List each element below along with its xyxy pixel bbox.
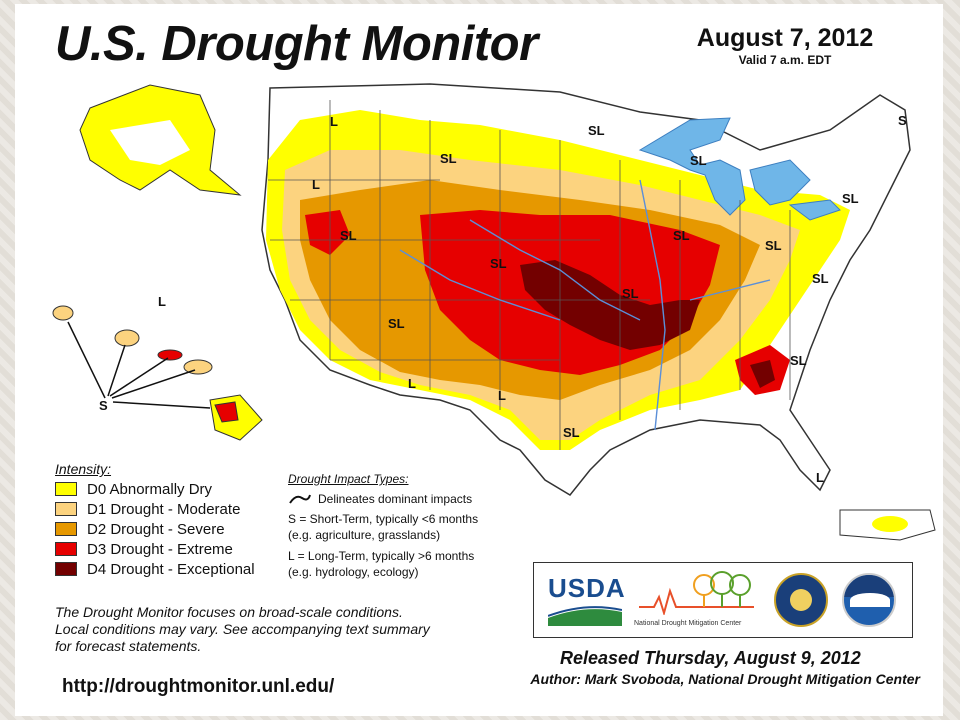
label-sl: SL bbox=[812, 271, 829, 286]
map-date: August 7, 2012 bbox=[696, 24, 874, 52]
label-sl: SL bbox=[340, 228, 357, 243]
ndmc-logo: National Drought Mitigation Center bbox=[634, 569, 759, 633]
ndmc-trees-icon bbox=[639, 571, 754, 617]
d4-region-southeast bbox=[750, 360, 775, 388]
legend-swatch-d1 bbox=[55, 502, 77, 516]
label-l: L bbox=[158, 294, 166, 309]
label-sl: SL bbox=[490, 256, 507, 271]
label-sl: SL bbox=[842, 191, 859, 206]
map-title: U.S. Drought Monitor bbox=[55, 17, 538, 71]
hawaii-islands bbox=[52, 305, 263, 441]
legend-item-d1: D1 Drought - Moderate bbox=[55, 499, 285, 519]
label-sl: SL bbox=[673, 228, 690, 243]
legend-item-d4: D4 Drought - Exceptional bbox=[55, 559, 285, 579]
label-l: L bbox=[408, 376, 416, 391]
hawaii-pointer-lines bbox=[67, 321, 211, 409]
usda-swoosh-icon bbox=[547, 606, 623, 626]
label-sl: SL bbox=[790, 353, 807, 368]
intensity-legend: Intensity: D0 Abnormally Dry D1 Drought … bbox=[55, 461, 285, 579]
state-borders bbox=[268, 100, 791, 450]
legend-label-d1: D1 Drought - Moderate bbox=[87, 500, 241, 518]
usda-logo: USDA bbox=[547, 573, 626, 627]
valid-time: Valid 7 a.m. EDT bbox=[738, 53, 832, 67]
note-line-2: Local conditions may vary. See accompany… bbox=[55, 621, 430, 637]
legend-label-d4: D4 Drought - Exceptional bbox=[87, 560, 255, 578]
legend-item-d3: D3 Drought - Extreme bbox=[55, 539, 285, 559]
label-sl: SL bbox=[622, 286, 639, 301]
legend-swatch-d2 bbox=[55, 522, 77, 536]
label-sl: SL bbox=[765, 238, 782, 253]
impact-short-term-eg: (e.g. agriculture, grasslands) bbox=[288, 528, 441, 542]
legend-label-d2: D2 Drought - Severe bbox=[87, 520, 225, 538]
legend-swatch-d0 bbox=[55, 482, 77, 496]
impact-short-term: S = Short-Term, typically <6 months bbox=[288, 512, 479, 526]
legend-swatch-d3 bbox=[55, 542, 77, 556]
author-credit: Author: Mark Svoboda, National Drought M… bbox=[530, 671, 920, 687]
legend-label-d0: D0 Abnormally Dry bbox=[87, 480, 213, 498]
great-lakes bbox=[638, 117, 841, 221]
note-line-3: for forecast statements. bbox=[55, 638, 202, 654]
label-l: L bbox=[498, 388, 506, 403]
release-date: Released Thursday, August 9, 2012 bbox=[560, 648, 861, 668]
legend-item-d2: D2 Drought - Severe bbox=[55, 519, 285, 539]
alaska-interior bbox=[110, 120, 190, 165]
impact-delineates: Delineates dominant impacts bbox=[318, 492, 473, 506]
puerto-rico-d0 bbox=[872, 516, 908, 532]
website-link[interactable]: http://droughtmonitor.unl.edu/ bbox=[62, 676, 335, 697]
noaa-logo-icon bbox=[842, 573, 896, 627]
impacts-title: Drought Impact Types: bbox=[288, 472, 409, 486]
usda-text: USDA bbox=[548, 573, 626, 603]
broad-scale-note: The Drought Monitor focuses on broad-sca… bbox=[55, 604, 515, 655]
impact-types: Drought Impact Types: Delineates dominan… bbox=[288, 472, 538, 586]
label-sl: SL bbox=[440, 151, 457, 166]
legend-label-d3: D3 Drought - Extreme bbox=[87, 540, 233, 558]
label-sl: SL bbox=[690, 153, 707, 168]
rivers bbox=[399, 179, 771, 431]
label-l: L bbox=[330, 114, 338, 129]
ndmc-text: National Drought Mitigation Center bbox=[634, 620, 742, 627]
impact-delineates-row: Delineates dominant impacts bbox=[288, 492, 538, 506]
note-line-1: The Drought Monitor focuses on broad-sca… bbox=[55, 604, 403, 620]
label-sl: SL bbox=[388, 316, 405, 331]
label-l: L bbox=[312, 177, 320, 192]
label-l: L bbox=[816, 470, 824, 485]
impact-long-term: L = Long-Term, typically >6 months bbox=[288, 549, 475, 563]
label-sl: SL bbox=[563, 425, 580, 440]
doc-seal-icon bbox=[774, 573, 828, 627]
impact-line-icon bbox=[289, 494, 311, 504]
legend-item-d0: D0 Abnormally Dry bbox=[55, 479, 285, 499]
label-sl: SL bbox=[588, 123, 605, 138]
impact-long-term-eg: (e.g. hydrology, ecology) bbox=[288, 565, 419, 579]
d3-region-west bbox=[305, 210, 350, 255]
partner-logos: USDA National Drought Mitigation Center bbox=[533, 562, 913, 638]
legend-title: Intensity: bbox=[55, 461, 112, 477]
label-s: S bbox=[898, 113, 907, 128]
legend-swatch-d4 bbox=[55, 562, 77, 576]
label-s: S bbox=[99, 398, 108, 413]
